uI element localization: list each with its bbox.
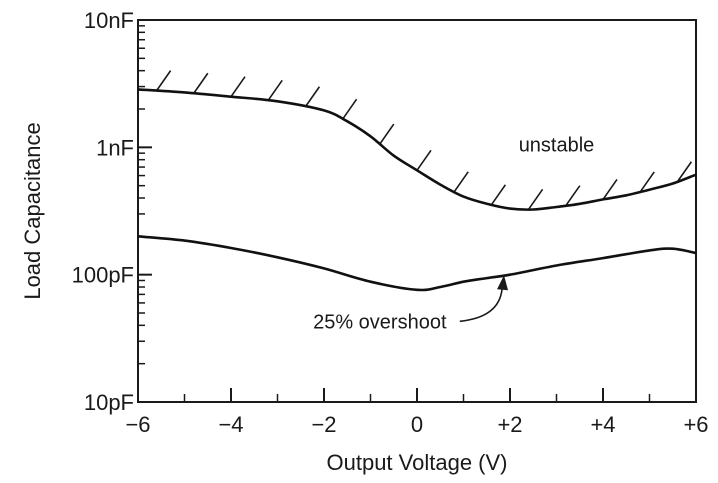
x-tick-label: −2 (311, 412, 336, 437)
x-tick-label: −4 (218, 412, 243, 437)
x-tick-label: −6 (125, 412, 150, 437)
x-tick-label: 0 (411, 412, 423, 437)
unstable-region-hatches (155, 70, 693, 210)
hatch-mark (565, 185, 581, 207)
hatch-mark (230, 76, 246, 98)
major-ticks (137, 19, 697, 403)
hatch-mark (416, 149, 432, 171)
series-line-overshoot_25 (137, 235, 697, 292)
x-tick-labels: −6 −4 −2 0 +2 +4 +6 (125, 412, 708, 437)
hatch-mark (267, 79, 283, 101)
hatch-mark (193, 72, 209, 94)
series-line-unstable_boundary (137, 88, 697, 211)
y-axis-title: Load Capacitance (20, 122, 45, 299)
hatch-mark (453, 171, 469, 193)
series-lines (137, 88, 697, 292)
minor-ticks (138, 25, 145, 365)
y-tick-label: 10nF (84, 8, 134, 33)
hatch-mark (639, 171, 655, 193)
hatch-mark (304, 86, 321, 108)
annotations: unstable 25% overshoot (313, 135, 594, 334)
x-tick-label: +6 (683, 412, 708, 437)
hatch-mark (490, 184, 507, 206)
x-tick-label: +4 (590, 412, 615, 437)
hatch-mark (527, 188, 544, 210)
hatch-mark (155, 70, 172, 92)
annotation-arrowhead (497, 275, 509, 291)
hatch-mark (379, 123, 395, 145)
annotation-label: 25% overshoot (313, 311, 447, 333)
annotation-label: unstable (519, 135, 595, 157)
y-tick-label: 10pF (84, 390, 134, 415)
hatch-mark (602, 178, 618, 200)
hatch-mark (676, 161, 693, 183)
plot-frame (137, 19, 697, 403)
annotation-arrow (459, 289, 503, 323)
y-tick-labels: 10pF 100pF 1nF 10nF (72, 8, 134, 415)
y-tick-label: 1nF (96, 135, 134, 160)
y-tick-label: 100pF (72, 263, 134, 288)
x-tick-label: +2 (497, 412, 522, 437)
hatch-mark (341, 98, 358, 120)
x-axis-title: Output Voltage (V) (327, 450, 508, 475)
